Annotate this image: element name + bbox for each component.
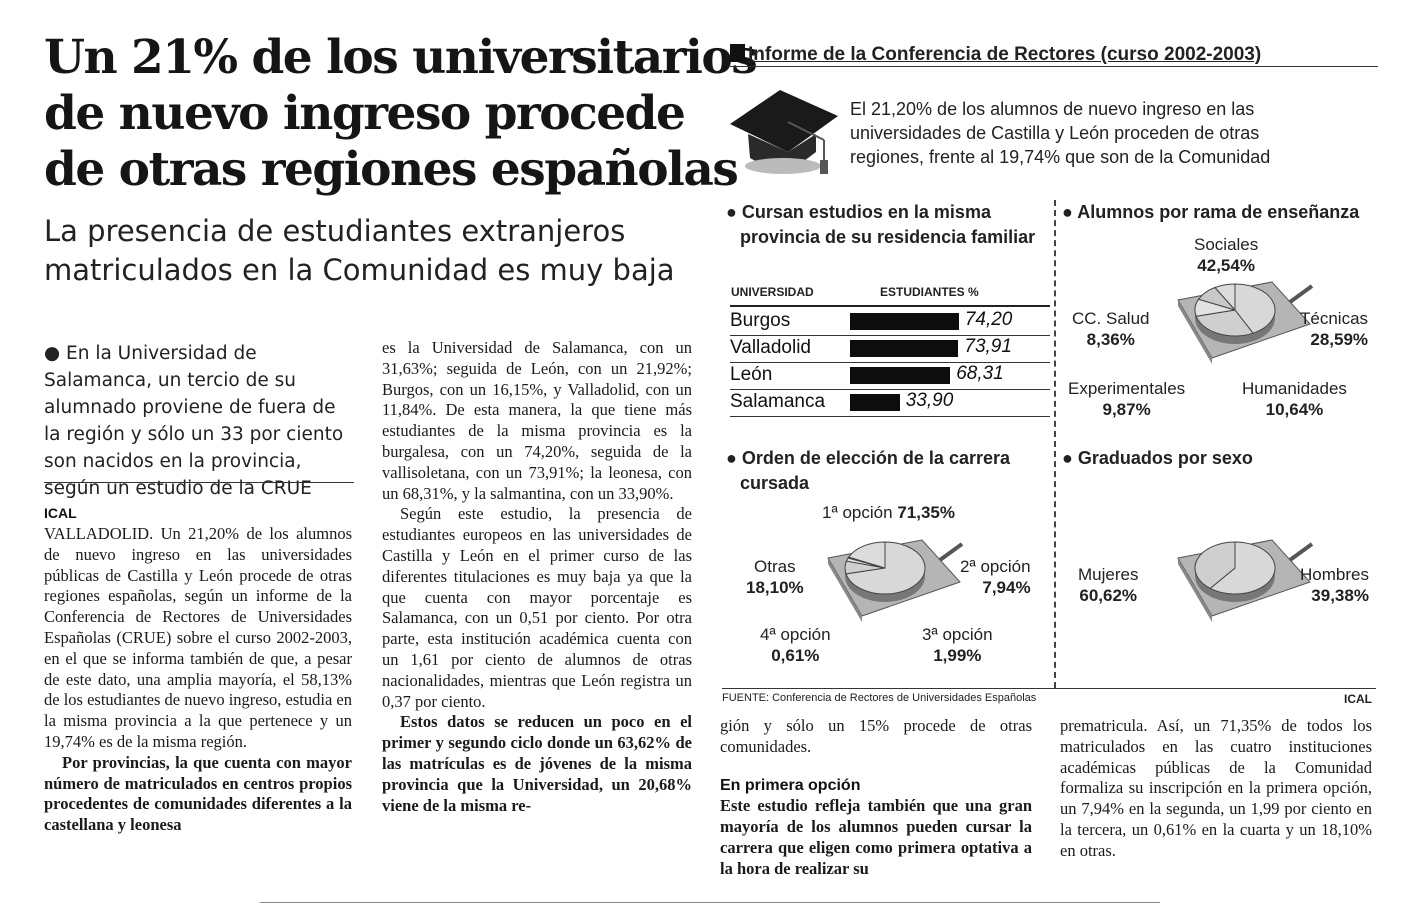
infographic-title: Informe de la Conferencia de Rectores (c… <box>730 44 1261 66</box>
pie-chart-sexo <box>1177 539 1314 622</box>
intro-line: regiones, frente al 19,74% que son de la… <box>850 147 1271 167</box>
subheadline-line-1: La presencia de estudiantes extranjeros <box>44 214 626 248</box>
table-rule <box>730 305 1050 307</box>
pencil-icon <box>1288 284 1314 304</box>
headline-line-1: Un 21% de los universitarios <box>44 30 758 85</box>
bar <box>850 313 959 330</box>
bar <box>850 367 951 384</box>
label-cc-salud: CC. Salud 8,36% <box>1072 309 1150 349</box>
source-note: FUENTE: Conferencia de Rectores de Unive… <box>722 692 1037 704</box>
pie-slice <box>1209 541 1276 595</box>
label-experimentales: Experimentales 9,87% <box>1068 379 1186 419</box>
paragraph: Por provincias, la que cuenta con mayor … <box>44 752 352 835</box>
table-row: León 68,31 <box>730 362 1050 390</box>
chart-title-eleccion: ● Orden de elección de la carrera cursad… <box>726 448 1011 493</box>
subheadline-line-2: matriculados en la Comunidad es muy baja <box>44 253 675 287</box>
paragraph: Este estudio refleja también que una gra… <box>720 796 1032 878</box>
bar-value-label: 74,20 <box>964 309 1013 330</box>
pie-rim <box>845 568 925 602</box>
section-subhead: En primera opción <box>720 776 861 794</box>
title-marker <box>730 44 745 62</box>
label-hombres: Hombres 39,38% <box>1300 565 1369 605</box>
divider <box>1054 200 1056 688</box>
bar-value-label: 33,90 <box>905 390 954 411</box>
label-otras: Otras 18,10% <box>746 557 804 597</box>
paragraph: Según este estudio, la presencia de estu… <box>382 504 692 711</box>
column-header-universidad: UNIVERSIDAD <box>731 285 814 299</box>
university-name: León <box>730 364 773 385</box>
pie-rim <box>1195 568 1275 602</box>
divider <box>730 66 1378 67</box>
label-1-opcion: 1ª opción 71,35% <box>822 503 955 522</box>
infographic-intro: El 21,20% de los alumnos de nuevo ingres… <box>850 97 1270 169</box>
chart-title-sexo: ● Graduados por sexo <box>1062 448 1253 468</box>
table-row: Valladolid 73,91 <box>730 335 1050 363</box>
pie-chart-rama <box>1177 281 1314 364</box>
intro-line: El 21,20% de los alumnos de nuevo ingres… <box>850 99 1255 119</box>
label-sociales: Sociales 42,54% <box>1194 235 1259 275</box>
lead-summary: ● En la Universidad de Salamanca, un ter… <box>44 343 344 499</box>
label-humanidades: Humanidades 10,64% <box>1242 379 1347 419</box>
label-4-opcion: 4ª opción 0,61% <box>760 625 831 665</box>
divider <box>722 688 1376 689</box>
bottom-rule <box>260 902 1160 903</box>
column-2: es la Universidad de Salamanca, con un 3… <box>382 338 692 816</box>
column-4: prematricula. Así, un 71,35% de todos lo… <box>1060 716 1372 862</box>
pie-slice <box>1195 309 1254 337</box>
byline: ICAL <box>44 505 77 521</box>
subheadline: La presencia de estudiantes extranjeros … <box>44 212 694 290</box>
pie-slice <box>845 541 926 595</box>
label-3-opcion: 3ª opción 1,99% <box>922 625 993 665</box>
pie-slice <box>1234 283 1276 334</box>
source-credit: ICAL <box>1344 692 1372 706</box>
column-3: gión y sólo un 15% procede de otras comu… <box>720 716 1032 880</box>
intro-line: universidades de Castilla y León procede… <box>850 123 1260 143</box>
bar-value-label: 73,91 <box>964 336 1012 357</box>
paragraph: Estos datos se reducen un poco en el pri… <box>382 712 692 815</box>
headline-line-3: de otras regiones españolas <box>44 142 739 197</box>
label-mujeres: Mujeres 60,62% <box>1078 565 1139 605</box>
paragraph: prematricula. Así, un 71,35% de todos lo… <box>1060 716 1372 860</box>
pencil-icon <box>938 542 964 562</box>
column-header-estudiantes: ESTUDIANTES % <box>880 285 979 299</box>
bar-chart-residencia: Burgos 74,20 Valladolid 73,91 León 68,31 Salam… <box>730 308 1050 418</box>
paragraph: gión y sólo un 15% procede de otras comu… <box>720 716 1032 756</box>
chart-title-residencia: ● Cursan estudios en la misma provincia … <box>726 202 1036 247</box>
pie-slice <box>847 541 886 569</box>
bar <box>850 340 959 357</box>
divider <box>44 482 354 483</box>
headline-line-2: de nuevo ingreso procede <box>44 86 686 141</box>
pie-base-side <box>1178 558 1212 622</box>
pie-base-side <box>828 558 862 622</box>
chart-title-rama: ● Alumnos por rama de enseñanza <box>1062 202 1360 222</box>
bar-value-label: 68,31 <box>956 363 1004 384</box>
paragraph: VALLADOLID. Un 21,20% de los alumnos de … <box>44 524 352 751</box>
pencil-icon <box>1288 542 1314 562</box>
university-name: Burgos <box>730 310 791 331</box>
pie-rim <box>1195 310 1275 344</box>
pie-slice <box>1214 283 1236 312</box>
university-name: Valladolid <box>730 337 811 358</box>
column-1: VALLADOLID. Un 21,20% de los alumnos de … <box>44 524 352 836</box>
pie-chart-eleccion <box>827 539 964 622</box>
table-row: Salamanca 33,90 <box>730 389 1050 417</box>
bar <box>850 394 900 411</box>
table-row: Burgos 74,20 <box>730 308 1050 336</box>
pie-base-side <box>1178 300 1212 364</box>
label-2-opcion: 2ª opción 7,94% <box>960 557 1031 597</box>
graduation-cap-icon <box>730 90 838 174</box>
university-name: Salamanca <box>730 391 826 412</box>
paragraph: es la Universidad de Salamanca, con un 3… <box>382 338 692 503</box>
headline: Un 21% de los universitarios de nuevo in… <box>44 30 758 198</box>
pie-slice <box>1194 541 1236 590</box>
label-tecnicas: Técnicas 28,59% <box>1300 309 1369 349</box>
